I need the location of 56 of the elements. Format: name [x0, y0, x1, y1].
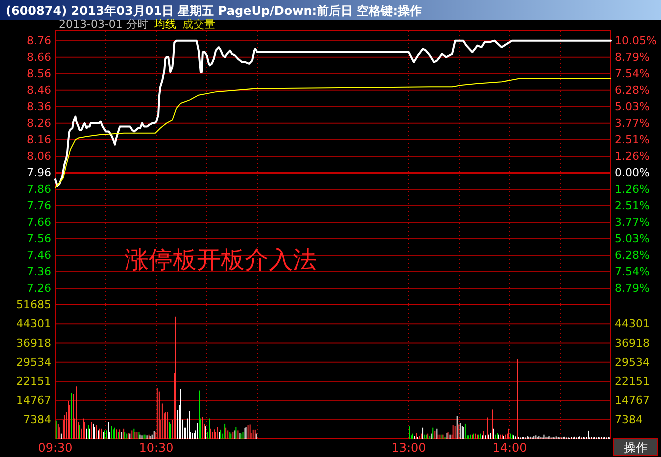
y2-tick-label: 7.54%	[615, 266, 650, 279]
y2-tick-label: 5.03%	[615, 232, 650, 246]
text: 操作	[624, 441, 648, 455]
y-tick-label: 7.56	[27, 232, 52, 246]
y2-tick-label: 2.51%	[615, 133, 650, 146]
text: 成交量	[182, 18, 216, 31]
y2-tick-label: 10.05%	[615, 34, 657, 48]
y-tick-label: 22151	[16, 375, 52, 388]
chart-subtitle: 2013-03-01 分时	[59, 18, 148, 31]
y-tick-label: 8.16	[27, 133, 52, 146]
y2-tick-label: 1.26%	[615, 150, 650, 163]
y-tick-label: 44301	[16, 318, 52, 331]
y-tick-label: 7.86	[27, 182, 52, 196]
y-tick-label: 8.46	[27, 84, 52, 97]
y-tick-label: 29534	[16, 356, 52, 369]
y2-tick-label: 29534	[615, 356, 650, 369]
y-tick-label: 7.26	[27, 282, 52, 295]
y-tick-label: 36918	[16, 336, 52, 350]
y2-tick-label: 7384	[615, 413, 643, 426]
y-tick-label: 7.96	[27, 166, 52, 180]
y2-tick-label: 6.28%	[615, 248, 650, 262]
y2-tick-label: 44301	[615, 318, 650, 331]
x-tick-label: 14:00	[492, 441, 528, 455]
y-tick-label: 7.66	[27, 216, 52, 229]
y2-tick-label: 2.51%	[615, 199, 650, 212]
y2-tick-label: 6.28%	[615, 84, 650, 97]
y-tick-label: 7.36	[27, 265, 52, 278]
y2-tick-label: 7.54%	[615, 67, 650, 80]
y-tick-label: 8.36	[27, 100, 52, 114]
y-tick-label: 51685	[16, 298, 52, 312]
y-tick-label: 8.26	[27, 116, 52, 130]
y-tick-label: 8.06	[27, 150, 52, 163]
y2-tick-label: 14767	[615, 394, 650, 408]
x-tick-label: 09:30	[38, 441, 73, 455]
line-series	[55, 78, 612, 188]
text: 均线	[153, 18, 176, 31]
y-tick-label: 14767	[16, 394, 52, 408]
y2-tick-label: 3.77%	[615, 216, 650, 229]
x-tick-label: 13:00	[392, 441, 426, 455]
y-tick-label: 8.76	[27, 34, 52, 48]
y2-tick-label: 0.00%	[615, 166, 650, 180]
y-tick-label: 7.76	[27, 199, 52, 212]
y2-tick-label: 3.77%	[615, 116, 650, 130]
y2-tick-label: 8.79%	[615, 50, 650, 64]
y2-tick-label: 36918	[615, 336, 650, 350]
x-tick-label: 10:30	[139, 441, 174, 455]
chart-title: (600874) 2013年03月01日 星期五 PageUp/Down:前后日 空格键:操作	[6, 4, 422, 18]
y-tick-label: 7.46	[27, 248, 52, 262]
y-tick-label: 8.66	[27, 50, 52, 64]
y2-tick-label: 1.26%	[615, 182, 650, 196]
y2-tick-label: 5.03%	[615, 100, 650, 114]
y-tick-label: 7384	[24, 413, 52, 426]
y2-tick-label: 22151	[615, 375, 650, 388]
y2-tick-label: 8.79%	[615, 282, 650, 295]
line-series	[54, 40, 612, 188]
y-tick-label: 8.56	[27, 67, 52, 80]
